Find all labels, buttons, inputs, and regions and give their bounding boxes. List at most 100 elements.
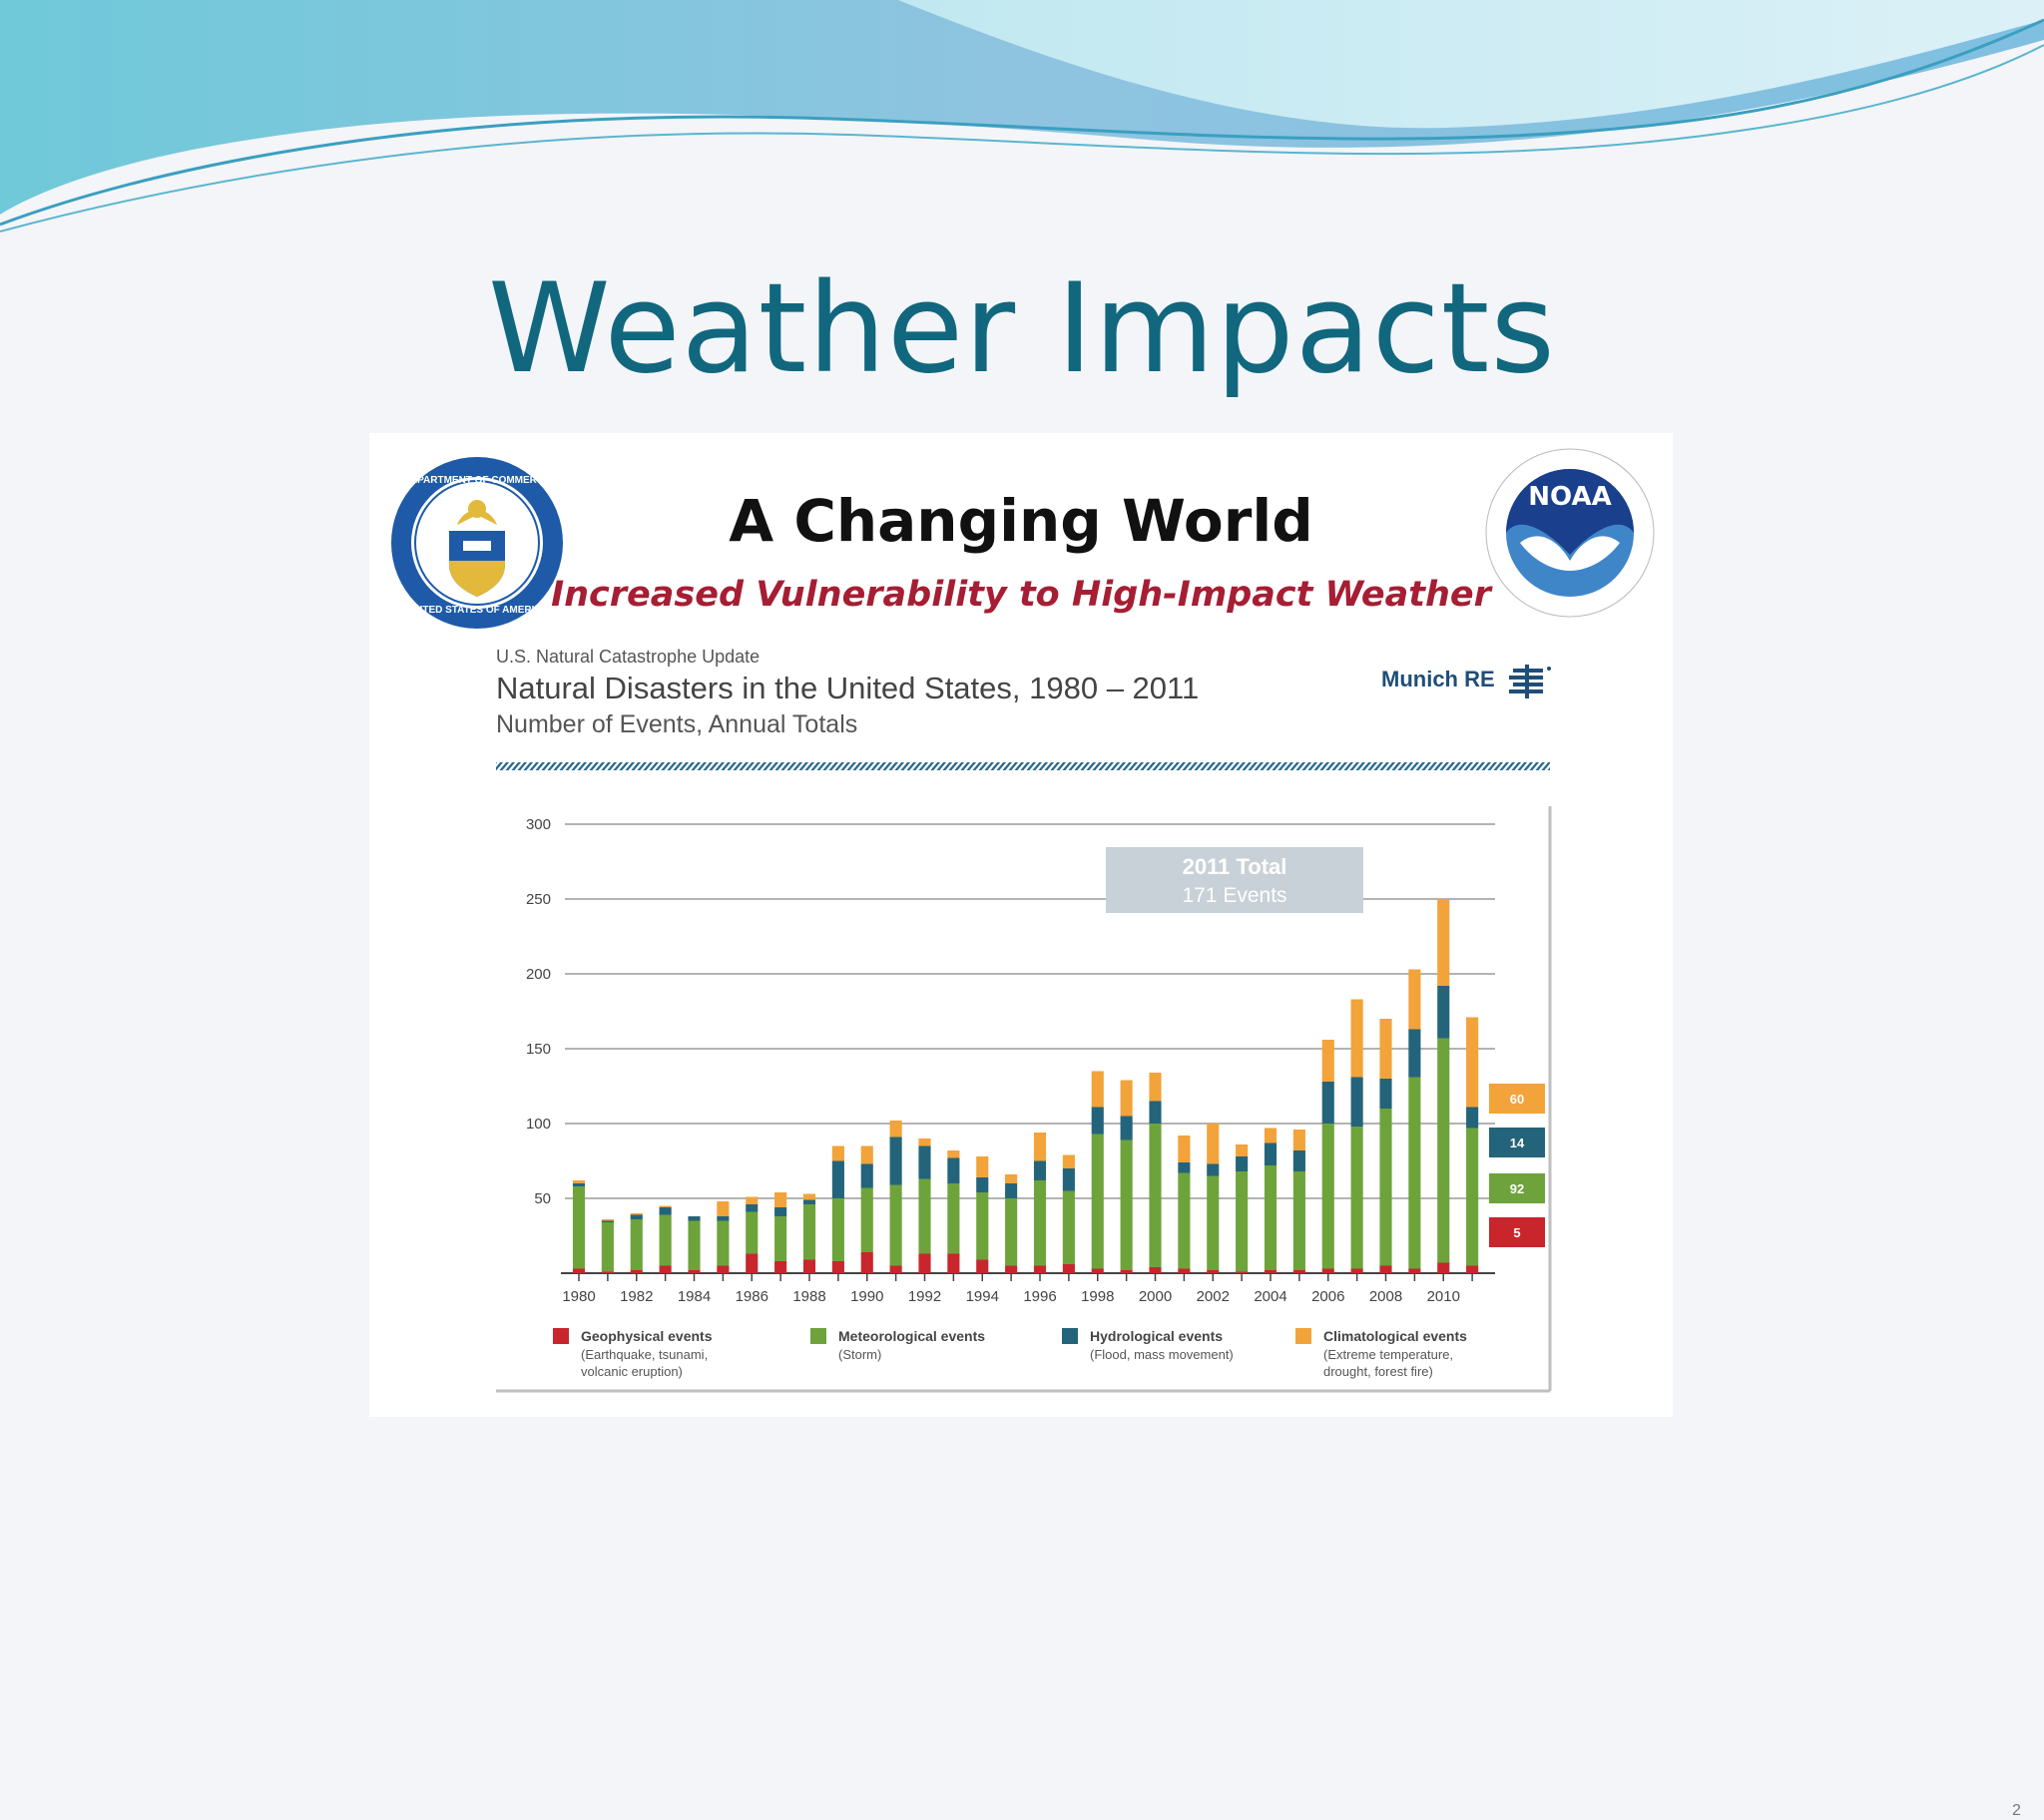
x-tick-label: 2006 [1311,1288,1344,1305]
legend-label: Climatological events [1323,1328,1467,1344]
bar-segment [1292,1130,1305,1150]
x-tick-label: 1984 [678,1288,711,1305]
bar-segment [831,1198,844,1261]
bar-segment [947,1157,960,1183]
legend-swatch [1295,1328,1311,1344]
bar-segment [1437,899,1450,986]
annotation-title: 2011 Total [1183,854,1287,879]
bar-segment [1149,1101,1162,1124]
bar-segment [572,1186,586,1269]
bar-segment [1264,1270,1278,1273]
legend-note: (Extreme temperature, drought, forest fir… [1323,1347,1453,1379]
bar-segment [630,1213,643,1215]
x-tick-label: 1980 [562,1288,595,1305]
y-tick-label: 100 [526,1116,551,1133]
bar-segment [1091,1134,1104,1269]
bar-segment [746,1196,759,1204]
bar-segment [831,1261,844,1273]
y-tick-label: 150 [526,1041,551,1058]
bar-segment [1408,1029,1421,1078]
bar-segment [1321,1082,1334,1124]
bar-segment [1207,1124,1220,1164]
page-number: 2 [2012,1802,2021,1819]
slide-title: Weather Impacts [488,257,1556,401]
bar-segment [831,1160,844,1198]
bar-segment [1120,1080,1133,1117]
legend-swatch [1062,1328,1078,1344]
bar-segment [1120,1116,1133,1140]
bar-segment [889,1184,902,1266]
legend-swatch [810,1328,826,1344]
bar-segment [717,1216,730,1221]
bar-segment [630,1214,643,1219]
bar-segment [1292,1150,1305,1171]
bar-segment [1350,999,1363,1078]
panel-subheading: Increased Vulnerability to High-Impact W… [551,575,1491,615]
bar-segment [659,1265,672,1273]
x-tick-label: 1994 [966,1288,999,1305]
bar-segment [1062,1190,1075,1264]
legend-label: Geophysical events [581,1328,713,1344]
x-tick-label: 1988 [792,1288,825,1305]
bar-segment [947,1253,960,1273]
bar-segment [947,1150,960,1158]
bar-segment [1178,1136,1191,1162]
bar-segment [746,1204,759,1212]
legend-note: (Storm) [838,1347,881,1362]
x-tick-label: 1998 [1081,1288,1114,1305]
x-tick-label: 2010 [1427,1288,1460,1305]
legend-note: (Flood, mass movement) [1090,1347,1234,1362]
bar-segment [1236,1156,1249,1171]
x-tick-label: 2004 [1254,1288,1286,1305]
bar-segment [1236,1271,1249,1273]
bar-segment [572,1180,586,1183]
legend-note: (Earthquake, tsunami, volcanic eruption) [581,1347,708,1379]
bar-segment [1408,1268,1421,1273]
x-tick-label: 1982 [620,1288,653,1305]
legend-swatch [553,1328,569,1344]
bar-segment [802,1199,816,1204]
svg-text:UNITED STATES OF AMERICA: UNITED STATES OF AMERICA [405,605,549,616]
bar-segment [1408,1077,1421,1269]
noaa-logo-icon: NOAA [1485,448,1655,618]
bar-segment [774,1216,787,1261]
bar-segment [976,1192,989,1260]
bar-segment [1350,1127,1363,1269]
bar-segment [918,1178,931,1254]
bar-segment [1062,1154,1075,1168]
bar-segment [1437,1038,1450,1263]
bar-segment [918,1138,931,1146]
bar-segment [1321,1040,1334,1082]
bar-segment [659,1207,672,1215]
x-tick-label: 1996 [1023,1288,1056,1305]
breakdown-label: 14 [1510,1136,1525,1150]
bar-segment [717,1220,730,1266]
bar-segment [1005,1183,1018,1198]
legend-label: Hydrological events [1090,1328,1223,1344]
y-tick-label: 250 [526,891,551,908]
hatched-divider [496,762,1550,770]
bar-segment [1437,986,1450,1039]
stacked-bar-chart: 50 100 150 200 250 300 1980 1982 1984 1986 1988 199… [496,762,1552,1393]
bar-segment [1178,1162,1191,1173]
bar-segment [1466,1128,1479,1266]
annotation-text: 171 Events [1182,884,1286,907]
bar-segment [802,1193,816,1200]
bar-segment [1466,1017,1479,1108]
bar-segment [1321,1268,1334,1273]
munich-re-logo-text: Munich RE [1381,667,1495,691]
update-label: U.S. Natural Catastrophe Update [496,647,761,667]
header-wave-decoration [0,0,2044,232]
chart-subtitle: Number of Events, Annual Totals [496,710,858,738]
bar-segment [1379,1265,1392,1273]
bar-segment [774,1261,787,1273]
bar-segment [831,1145,844,1161]
breakdown-box [1489,1128,1545,1157]
bar-segment [1379,1019,1392,1079]
bar-segment [1264,1128,1278,1143]
x-tick-label: 2008 [1369,1288,1402,1305]
bar-segment [1264,1142,1278,1165]
x-tick-label: 1992 [908,1288,941,1305]
bar-segment [889,1265,902,1273]
